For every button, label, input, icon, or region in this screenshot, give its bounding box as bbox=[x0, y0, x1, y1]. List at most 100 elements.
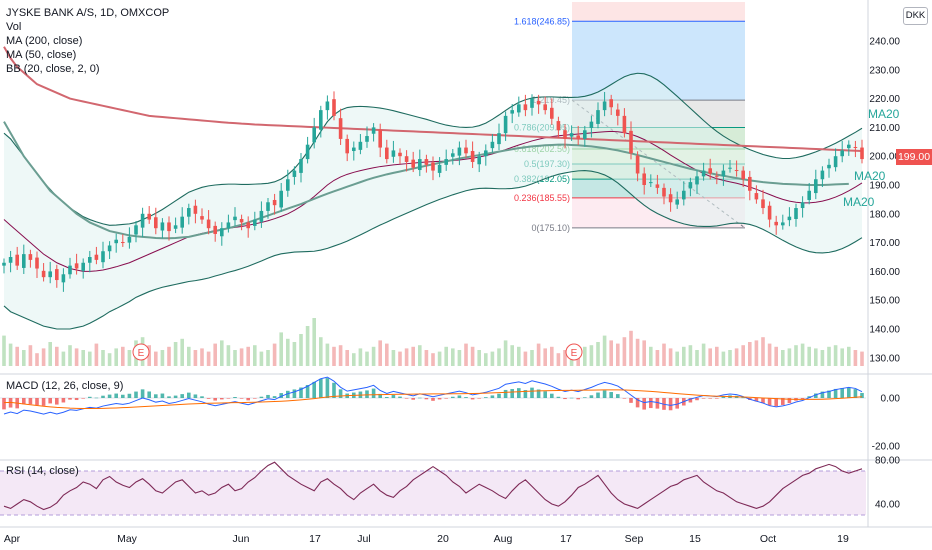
macd-histogram-bar bbox=[332, 382, 336, 398]
candle bbox=[583, 130, 587, 139]
candle bbox=[220, 228, 224, 237]
macd-histogram-bar bbox=[602, 390, 607, 398]
candle bbox=[385, 147, 389, 160]
volume-bar bbox=[220, 340, 224, 366]
candle bbox=[662, 187, 666, 197]
candle bbox=[517, 104, 521, 113]
earnings-marker-icon[interactable] bbox=[565, 343, 583, 361]
last-price-badge: 199.00 bbox=[896, 149, 932, 165]
macd-histogram-bar bbox=[114, 393, 118, 398]
indicator-ma50[interactable]: MA (50, close) bbox=[6, 49, 77, 61]
candle bbox=[563, 130, 567, 139]
volume-bar bbox=[517, 346, 521, 366]
volume-bar bbox=[741, 345, 745, 366]
volume-bar bbox=[8, 343, 13, 366]
volume-bar bbox=[734, 348, 739, 366]
candle bbox=[682, 190, 686, 200]
candle bbox=[8, 257, 13, 263]
candle bbox=[602, 101, 607, 111]
rsi-pane-title[interactable]: RSI (14, close) bbox=[6, 465, 79, 477]
macd-histogram-bar bbox=[622, 398, 627, 399]
time-tick-label: 17 bbox=[560, 533, 572, 545]
candle bbox=[325, 101, 330, 111]
macd-histogram-bar bbox=[464, 397, 468, 398]
candle bbox=[754, 193, 759, 200]
volume-bar bbox=[556, 353, 561, 366]
earnings-marker-icon[interactable] bbox=[132, 343, 150, 361]
macd-histogram-bar bbox=[391, 395, 396, 398]
symbol-title[interactable]: JYSKE BANK A/S, 1D, OMXCOP bbox=[6, 7, 170, 19]
candle bbox=[127, 236, 132, 243]
indicator-bb[interactable]: BB (20, close, 2, 0) bbox=[6, 63, 100, 75]
indicator-vol[interactable]: Vol bbox=[6, 21, 22, 33]
macd-histogram-bar bbox=[239, 398, 244, 399]
macd-histogram-bar bbox=[134, 391, 138, 398]
volume-bar bbox=[338, 345, 343, 366]
candle bbox=[94, 254, 99, 260]
candle bbox=[312, 127, 316, 143]
macd-histogram-bar bbox=[286, 390, 290, 398]
macd-histogram-bar bbox=[761, 398, 765, 404]
macd-histogram-bar bbox=[431, 398, 435, 401]
candle bbox=[437, 164, 442, 173]
volume-bar bbox=[173, 342, 178, 366]
volume-bar bbox=[563, 350, 567, 366]
volume-bar bbox=[629, 330, 633, 366]
macd-histogram-bar bbox=[490, 395, 495, 398]
volume-bar bbox=[701, 343, 706, 366]
candle bbox=[649, 182, 653, 184]
candle bbox=[787, 216, 792, 221]
volume-bar bbox=[233, 350, 237, 366]
macd-histogram-bar bbox=[81, 398, 85, 399]
candle bbox=[41, 270, 46, 278]
volume-bar bbox=[688, 345, 693, 366]
macd-histogram-bar bbox=[695, 398, 699, 401]
candle bbox=[239, 218, 244, 223]
candle bbox=[200, 216, 204, 220]
candle bbox=[286, 179, 290, 191]
volume-bar bbox=[94, 343, 99, 366]
macd-histogram-bar bbox=[655, 398, 660, 409]
price-tick-label: 130.00 bbox=[869, 353, 900, 364]
macd-signal-line bbox=[3, 389, 863, 410]
fib-level-label: 0.236(185.55) bbox=[514, 193, 570, 203]
candle bbox=[497, 133, 501, 145]
candle bbox=[556, 121, 561, 131]
candle bbox=[167, 222, 171, 232]
macd-histogram-bar bbox=[550, 393, 554, 398]
candle bbox=[840, 150, 844, 157]
macd-histogram-bar bbox=[642, 398, 646, 410]
candle bbox=[444, 159, 448, 165]
time-tick-label: Sep bbox=[625, 533, 644, 545]
currency-button[interactable]: DKK bbox=[903, 7, 928, 25]
series-label: MA20 bbox=[843, 195, 875, 209]
volume-bar bbox=[616, 343, 620, 366]
volume-bar bbox=[457, 350, 462, 366]
macd-histogram-bar bbox=[88, 396, 92, 398]
macd-histogram-bar bbox=[226, 398, 231, 399]
candle bbox=[807, 190, 811, 200]
indicator-ma200[interactable]: MA (200, close) bbox=[6, 35, 83, 47]
volume-bar bbox=[2, 335, 6, 366]
price-tick-label: 150.00 bbox=[869, 296, 900, 307]
macd-histogram-bar bbox=[589, 395, 594, 398]
volume-bar bbox=[609, 340, 613, 366]
macd-histogram-bar bbox=[74, 398, 79, 401]
candle bbox=[715, 175, 719, 177]
macd-pane-title[interactable]: MACD (12, 26, close, 9) bbox=[6, 380, 124, 392]
volume-bar bbox=[840, 348, 844, 366]
volume-bar bbox=[81, 350, 85, 366]
macd-histogram-bar bbox=[444, 398, 448, 399]
rsi-tick-label: 80.00 bbox=[875, 456, 900, 467]
volume-bar bbox=[761, 337, 765, 366]
volume-bar bbox=[404, 348, 409, 366]
candle bbox=[695, 176, 699, 185]
volume-bar bbox=[22, 350, 26, 366]
volume-bar bbox=[510, 345, 514, 366]
volume-bar bbox=[662, 343, 666, 366]
volume-bar bbox=[847, 346, 851, 366]
macd-histogram-bar bbox=[497, 393, 501, 398]
candle bbox=[728, 167, 732, 169]
candle bbox=[701, 170, 706, 177]
